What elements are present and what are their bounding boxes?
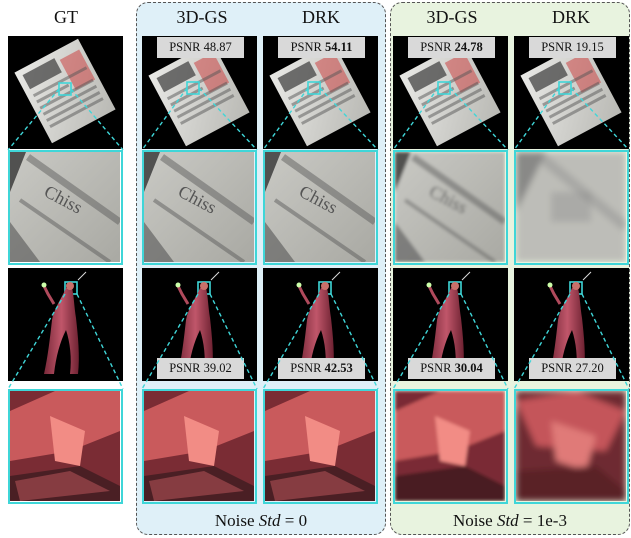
column-title-3dgs: 3D-GS <box>176 7 228 27</box>
psnr-badge: PSNR 54.11 <box>278 37 365 58</box>
newspaper-zoom-3dgs-std0: Chiss <box>142 150 257 265</box>
psnr-value: 48.87 <box>203 40 232 54</box>
character-zoom-3dgs-std1e-3 <box>393 389 508 504</box>
newspaper-scene-3dgs-std0: PSNR 48.87 <box>142 36 257 149</box>
newspaper-scene-drk-std1e-3: PSNR 19.15 <box>514 36 629 149</box>
character-scene-3dgs-std0: PSNR 39.02 <box>142 268 257 381</box>
newspaper-scene-gt <box>8 36 123 149</box>
newspaper-zoom-drk-std0: Chiss <box>263 150 378 265</box>
footer-noise-1e-3: Noise Std = 1e-3 <box>453 511 567 530</box>
character-zoom-drk-std1e-3 <box>514 389 629 504</box>
newspaper-zoom-gt: Chiss <box>8 150 123 265</box>
psnr-value: 39.02 <box>203 361 232 375</box>
psnr-badge: PSNR 30.04 <box>408 358 495 379</box>
character-zoom-gt <box>8 389 123 504</box>
psnr-value: 27.20 <box>575 361 604 375</box>
psnr-badge: PSNR 39.02 <box>157 358 244 379</box>
psnr-badge: PSNR 42.53 <box>278 358 365 379</box>
psnr-value: 42.53 <box>324 361 353 375</box>
column-title-gt: GT <box>54 7 78 27</box>
newspaper-zoom-3dgs-std1e-3: Chiss <box>393 150 508 265</box>
character-scene-3dgs-std1e-3: PSNR 30.04 <box>393 268 508 381</box>
newspaper-scene-3dgs-std1e-3: PSNR 24.78 <box>393 36 508 149</box>
psnr-badge: PSNR 48.87 <box>157 37 244 58</box>
character-scene-gt <box>8 268 123 381</box>
psnr-badge: PSNR 27.20 <box>529 358 616 379</box>
character-scene-drk-std0: PSNR 42.53 <box>263 268 378 381</box>
psnr-badge: PSNR 19.15 <box>529 37 616 58</box>
psnr-value: 19.15 <box>575 40 604 54</box>
footer-noise-zero: Noise Std = 0 <box>214 511 308 530</box>
character-zoom-3dgs-std0 <box>142 389 257 504</box>
psnr-badge: PSNR 24.78 <box>408 37 495 58</box>
newspaper-zoom-drk-std1e-3 <box>514 150 629 265</box>
column-title-3dgs: 3D-GS <box>426 7 478 27</box>
character-scene-drk-std1e-3: PSNR 27.20 <box>514 268 629 381</box>
psnr-value: 30.04 <box>454 361 483 375</box>
column-title-drk: DRK <box>301 7 340 27</box>
psnr-value: 54.11 <box>324 40 353 54</box>
character-zoom-drk-std0 <box>263 389 378 504</box>
column-title-drk: DRK <box>551 7 590 27</box>
psnr-value: 24.78 <box>454 40 483 54</box>
